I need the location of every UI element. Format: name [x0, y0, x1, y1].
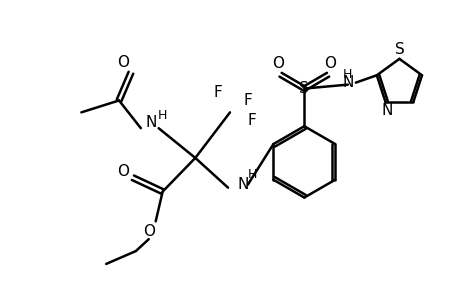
Text: S: S: [394, 42, 403, 57]
Text: O: O: [323, 56, 336, 71]
Text: O: O: [117, 55, 129, 70]
Text: O: O: [142, 224, 154, 239]
Text: O: O: [117, 164, 129, 179]
Text: N: N: [381, 103, 392, 118]
Text: F: F: [243, 93, 252, 108]
Text: N: N: [145, 115, 156, 130]
Text: H: H: [247, 168, 257, 181]
Text: H: H: [157, 109, 167, 122]
Text: S: S: [299, 81, 308, 96]
Text: O: O: [272, 56, 284, 71]
Text: F: F: [247, 113, 256, 128]
Text: N: N: [341, 75, 353, 90]
Text: N: N: [237, 177, 249, 192]
Text: F: F: [213, 85, 222, 100]
Text: H: H: [342, 68, 352, 81]
